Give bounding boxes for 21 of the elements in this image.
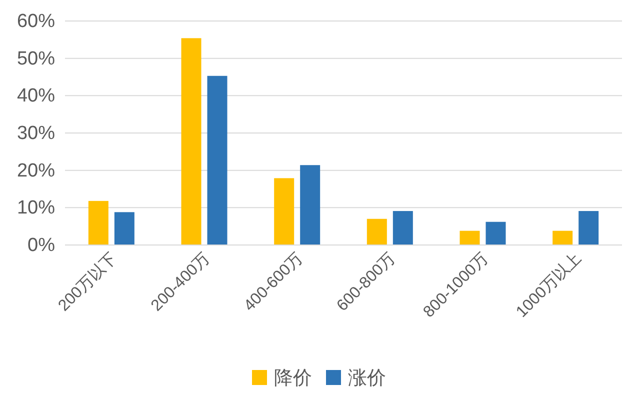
bar bbox=[392, 211, 413, 245]
y-tick-label: 40% bbox=[16, 86, 56, 107]
bar bbox=[88, 200, 108, 245]
bar bbox=[207, 76, 228, 245]
bar bbox=[181, 38, 202, 245]
bar bbox=[366, 218, 387, 245]
bar bbox=[552, 230, 573, 245]
y-tick-label: 50% bbox=[16, 48, 56, 70]
legend-label: 降价 bbox=[274, 368, 312, 389]
bar bbox=[460, 230, 480, 245]
y-tick-label: 60% bbox=[16, 11, 56, 32]
bar bbox=[486, 222, 506, 245]
bar bbox=[578, 211, 599, 245]
y-tick-label: 20% bbox=[16, 160, 56, 182]
y-tick-label: 0% bbox=[28, 235, 56, 256]
bar bbox=[274, 178, 294, 245]
y-tick-label: 30% bbox=[16, 123, 56, 144]
bar bbox=[300, 165, 320, 245]
legend-label: 涨价 bbox=[348, 368, 386, 389]
bar bbox=[114, 212, 134, 245]
y-tick-label: 10% bbox=[16, 198, 56, 219]
